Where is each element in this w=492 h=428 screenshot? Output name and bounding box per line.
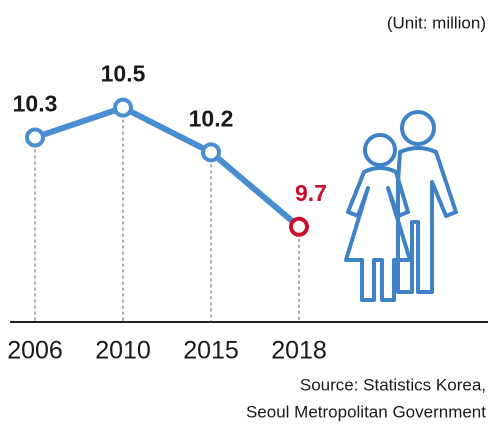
- point: [203, 144, 219, 160]
- point: [291, 219, 307, 235]
- data-label: 9.7: [295, 180, 327, 206]
- line: [35, 108, 299, 227]
- point: [27, 129, 43, 145]
- data-label: 10.2: [189, 105, 234, 131]
- x-tick-label: 2015: [183, 337, 239, 365]
- unit-label: (Unit: million): [387, 13, 486, 32]
- data-label: 10.3: [13, 91, 58, 117]
- data-label: 10.5: [101, 61, 146, 87]
- x-tick-label: 2006: [7, 337, 63, 365]
- chart: (Unit: million) Source: Statistics Korea…: [0, 0, 492, 428]
- source-line: Seoul Metropolitan Government: [246, 402, 486, 421]
- point: [115, 100, 131, 116]
- source-line: Source: Statistics Korea,: [300, 375, 486, 394]
- x-tick-label: 2018: [271, 337, 327, 365]
- people-icon: [346, 112, 456, 300]
- x-tick-label: 2010: [95, 337, 151, 365]
